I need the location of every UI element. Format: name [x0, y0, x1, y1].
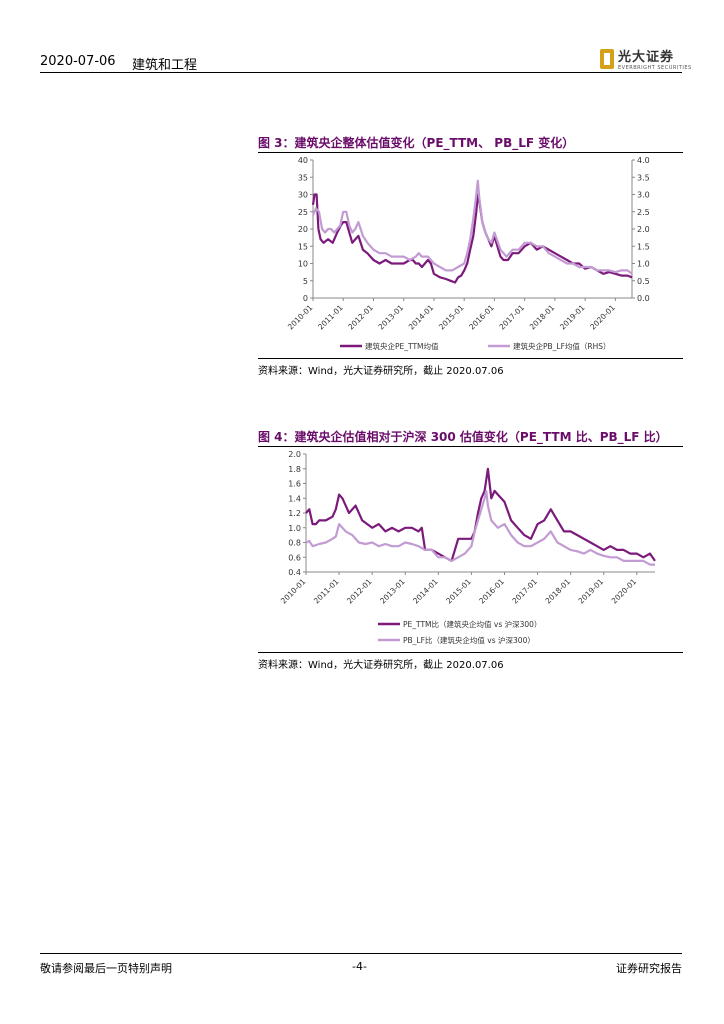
x-tick-label: 2011-01	[312, 577, 341, 606]
figure-3-top-rule	[258, 152, 683, 153]
series-line-2	[305, 489, 655, 566]
header-sector: 建筑和工程	[132, 58, 198, 73]
header-date: 2020-07-06	[40, 54, 116, 69]
y-left-tick-label: 0.4	[288, 568, 301, 577]
page-number: -4-	[352, 960, 367, 973]
y-left-tick-label: 40	[298, 156, 308, 165]
logo-name-en: EVERBRIGHT SECURITIES	[618, 65, 692, 71]
y-right-tick-label: 0.0	[637, 294, 650, 303]
x-tick-label: 2013-01	[378, 577, 407, 606]
figure-4-title: 图 4：建筑央企估值相对于沪深 300 估值变化（PE_TTM 比、PB_LF …	[258, 430, 668, 444]
legend-label-1: 建筑央企PE_TTM均值	[365, 341, 439, 351]
y-left-tick-label: 1.0	[288, 524, 301, 533]
x-tick-label: 2020-01	[588, 303, 617, 332]
y-right-tick-label: 2.0	[637, 225, 650, 234]
y-left-tick-label: 1.2	[288, 509, 301, 518]
company-logo: 光大证券 EVERBRIGHT SECURITIES	[600, 46, 692, 71]
y-left-tick-label: 25	[298, 208, 308, 217]
y-left-tick-label: 10	[298, 260, 308, 269]
y-left-tick-label: 20	[298, 225, 308, 234]
x-tick-label: 2019-01	[577, 577, 606, 606]
y-left-tick-label: 1.6	[288, 480, 301, 489]
y-left-tick-label: 1.4	[288, 494, 301, 503]
x-tick-label: 2015-01	[437, 303, 466, 332]
y-right-tick-label: 1.0	[637, 260, 650, 269]
y-left-tick-label: 15	[298, 242, 308, 251]
y-left-tick-label: 0	[303, 294, 308, 303]
footer-disclaimer: 敬请参阅最后一页特别声明	[40, 962, 172, 975]
x-tick-label: 2016-01	[467, 303, 496, 332]
x-tick-label: 2014-01	[411, 577, 440, 606]
x-tick-label: 2012-01	[345, 577, 374, 606]
series-line-2	[311, 179, 633, 275]
logo-name-cn: 光大证券	[618, 50, 675, 65]
figure-3-chart: 40 35 30 25 20 15 10 5 0 4.0 3.5 3.0 2.5 2.0 1.5 1.0 0.5…	[286, 156, 650, 351]
x-tick-label: 2017-01	[510, 577, 539, 606]
series-line-1	[311, 193, 633, 284]
header-rule	[40, 72, 682, 73]
x-tick-label: 2014-01	[407, 303, 436, 332]
y-left-tick-label: 2.0	[288, 450, 301, 459]
y-left-tick-label: 1.8	[288, 465, 301, 474]
x-tick-label: 2020-01	[610, 577, 639, 606]
y-right-tick-label: 2.5	[637, 208, 650, 217]
x-tick-label: 2013-01	[377, 303, 406, 332]
y-left-tick-label: 0.6	[288, 553, 301, 562]
x-tick-label: 2018-01	[544, 577, 573, 606]
y-right-tick-label: 1.5	[637, 242, 650, 251]
x-tick-label: 2016-01	[477, 577, 506, 606]
y-left-tick-label: 35	[298, 173, 308, 182]
y-left-tick-label: 5	[303, 277, 308, 286]
y-left-tick-label: 0.8	[288, 539, 301, 548]
figure-3-source: 资料来源：Wind，光大证券研究所，截止 2020.07.06	[258, 366, 504, 377]
x-tick-label: 2017-01	[498, 303, 527, 332]
logo-mark-icon	[600, 48, 614, 69]
x-tick-label: 2018-01	[528, 303, 557, 332]
x-tick-label: 2011-01	[316, 303, 345, 332]
y-right-tick-label: 0.5	[637, 277, 650, 286]
y-right-tick-label: 4.0	[637, 156, 650, 165]
legend-label-1: PE_TTM比（建筑央企均值 vs 沪深300）	[403, 619, 541, 629]
y-right-tick-label: 3.5	[637, 173, 650, 182]
y-right-tick-label: 3.0	[637, 191, 650, 200]
x-tick-label: 2019-01	[558, 303, 587, 332]
legend-label-2: 建筑央企PB_LF均值（RHS）	[513, 341, 611, 351]
legend-label-2: PB_LF比（建筑央企均值 vs 沪深300）	[403, 635, 535, 645]
figure-3-title: 图 3：建筑央企整体估值变化（PE_TTM、 PB_LF 变化）	[258, 136, 575, 150]
figure-3-bottom-rule	[258, 358, 683, 359]
footer-report-type: 证券研究报告	[616, 962, 682, 975]
y-left-tick-label: 30	[298, 191, 308, 200]
figure-4-top-rule	[258, 446, 683, 447]
x-tick-label: 2010-01	[286, 303, 315, 332]
x-tick-label: 2015-01	[444, 577, 473, 606]
figure-4-source: 资料来源：Wind，光大证券研究所，截止 2020.07.06	[258, 660, 504, 671]
figure-4-bottom-rule	[258, 652, 683, 653]
x-tick-label: 2010-01	[279, 577, 308, 606]
footer-rule	[40, 953, 682, 954]
x-tick-label: 2012-01	[346, 303, 375, 332]
